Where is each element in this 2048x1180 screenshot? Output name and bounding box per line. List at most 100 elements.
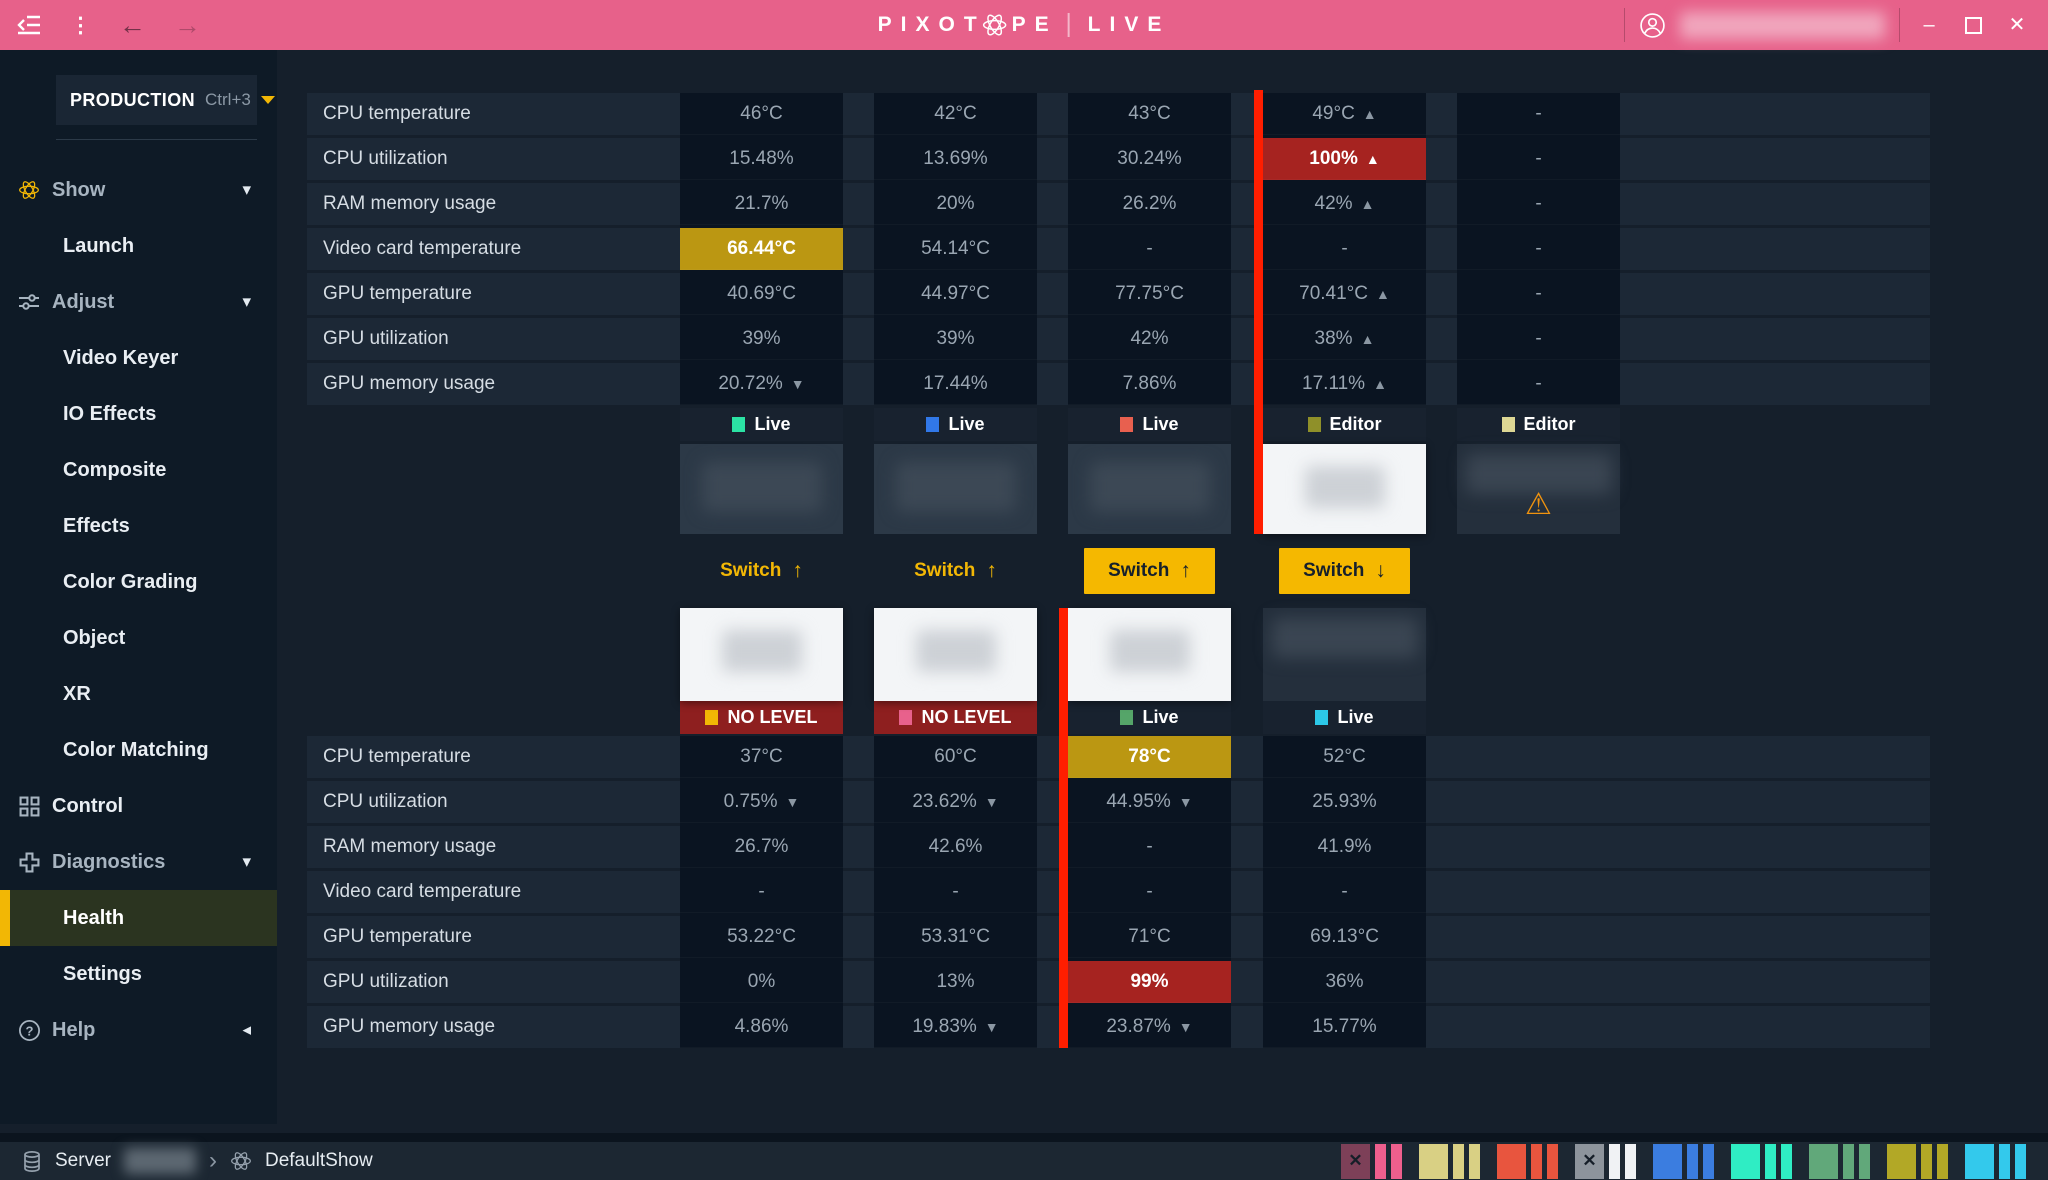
metric-value-cell: 4.86%	[680, 1006, 843, 1048]
metric-value: 25.93%	[1312, 790, 1377, 812]
sidebar-item-label: IO Effects	[63, 402, 157, 425]
close-button[interactable]: ✕	[2008, 14, 2026, 36]
sidebar-item-show[interactable]: Show ▾	[0, 162, 277, 218]
switch-down-button[interactable]: Switch ↓	[1279, 548, 1410, 594]
sidebar-item-xr[interactable]: XR	[0, 666, 277, 722]
metric-value-cell: -	[1457, 93, 1620, 135]
trend-down-icon: ▼	[1178, 1018, 1193, 1035]
sidebar-item-label: Settings	[63, 962, 142, 985]
io-indicator-bar	[1999, 1143, 2010, 1179]
switch-up-button[interactable]: Switch ↑	[1084, 548, 1215, 594]
production-context-dropdown[interactable]: PRODUCTION Ctrl+3	[56, 75, 275, 125]
sidebar-item-diagnostics[interactable]: Diagnostics ▾	[0, 834, 277, 890]
status-color-swatch	[1120, 417, 1134, 432]
switch-up-button[interactable]: Switch ↑	[874, 548, 1037, 594]
metric-value-cell: 78°C	[1068, 736, 1231, 778]
metric-value: 20.72%	[718, 372, 783, 394]
io-indicator-bar	[1375, 1143, 1386, 1179]
metric-value: 42%	[1314, 192, 1353, 214]
switch-button-label: Switch	[1108, 560, 1170, 581]
metric-value: -	[1535, 327, 1542, 349]
machine-name-panel[interactable]	[1263, 608, 1426, 701]
metric-value: 44.95%	[1106, 790, 1171, 812]
sidebar-item-label: XR	[63, 682, 91, 705]
sidebar-item-video-keyer[interactable]: Video Keyer	[0, 330, 277, 386]
collapse-sidebar-icon[interactable]	[16, 14, 42, 36]
sidebar-item-control[interactable]: Control	[0, 778, 277, 834]
metric-value: 19.83%	[912, 1015, 977, 1037]
sidebar-item-object[interactable]: Object	[0, 610, 277, 666]
sidebar-item-io-effects[interactable]: IO Effects	[0, 386, 277, 442]
metric-value: 23.62%	[912, 790, 977, 812]
sidebar-item-health[interactable]: Health	[0, 890, 277, 946]
metric-value-cell: -	[1068, 871, 1231, 913]
trend-down-icon: ▼	[785, 793, 800, 810]
metric-value-cell: 77.75°C	[1068, 273, 1231, 315]
titlebar-right-controls: – ✕	[1624, 8, 2032, 42]
server-breadcrumb[interactable]: Server	[55, 1150, 111, 1171]
metric-value-cell: 46°C	[680, 93, 843, 135]
chevron-down-icon: ▾	[242, 852, 251, 871]
machine-name-redacted	[1089, 462, 1210, 512]
machine-name-panel[interactable]	[680, 608, 843, 701]
trend-down-icon: ▼	[790, 375, 805, 392]
metric-value-cell: -	[874, 871, 1037, 913]
status-color-swatch	[926, 417, 940, 432]
metric-value-cell: 53.31°C	[874, 916, 1037, 958]
sidebar-item-launch[interactable]: Launch	[0, 218, 277, 274]
io-indicator-square	[1419, 1143, 1448, 1179]
metric-value: -	[1146, 880, 1153, 902]
more-menu-icon[interactable]: ⋮	[70, 13, 91, 37]
sidebar-item-composite[interactable]: Composite	[0, 442, 277, 498]
user-account-icon[interactable]	[1639, 12, 1666, 39]
metric-label: GPU memory usage	[323, 373, 496, 394]
sidebar-item-effects[interactable]: Effects	[0, 498, 277, 554]
sidebar-item-help[interactable]: ? Help ◂	[0, 1002, 277, 1058]
io-indicator-group	[1887, 1143, 1948, 1179]
machine-name-panel[interactable]	[874, 608, 1037, 701]
metric-value-cell: 42°C	[874, 93, 1037, 135]
io-indicator-bar	[1703, 1143, 1714, 1179]
status-bar: Server › DefaultShow ✕ ✕	[0, 1133, 2048, 1180]
machine-status-badge: Editor	[1263, 408, 1426, 441]
machine-column: 43°C 30.24% 26.2% - 77.75°C 42% 7.86%	[1068, 93, 1231, 405]
metric-value-cell: -	[1457, 228, 1620, 270]
back-arrow-icon[interactable]: ←	[119, 9, 146, 40]
machine-name-panel[interactable]	[1068, 444, 1231, 534]
io-indicator-group	[1731, 1143, 1792, 1179]
machine-name-panel[interactable]: ⚠	[1457, 444, 1620, 534]
minimize-button[interactable]: –	[1923, 14, 1935, 36]
switch-up-button[interactable]: Switch ↑	[680, 548, 843, 594]
metric-value: 71°C	[1128, 925, 1171, 947]
forward-arrow-icon[interactable]: →	[174, 9, 201, 40]
machine-name-panel[interactable]	[874, 444, 1037, 534]
sidebar-divider	[56, 139, 257, 140]
metric-value-cell: 37°C	[680, 736, 843, 778]
metric-value-cell: 25.93%	[1263, 781, 1426, 823]
metric-value: -	[1535, 102, 1542, 124]
production-shortcut: Ctrl+3	[205, 90, 251, 109]
metric-value-cell: 20.72% ▼	[680, 363, 843, 405]
sidebar-item-adjust[interactable]: Adjust ▾	[0, 274, 277, 330]
metric-value-cell: 42.6%	[874, 826, 1037, 868]
io-indicator-group	[1653, 1143, 1714, 1179]
maximize-button[interactable]	[1958, 16, 1988, 34]
metric-value-cell: 23.62% ▼	[874, 781, 1037, 823]
metric-value: 37°C	[740, 745, 783, 767]
machine-status-badge: NO LEVEL	[680, 701, 843, 734]
metric-label: GPU temperature	[323, 283, 472, 304]
machine-name-panel[interactable]	[1263, 444, 1426, 534]
machine-name-panel[interactable]	[680, 444, 843, 534]
machine-name-panel[interactable]	[1068, 608, 1231, 701]
sidebar-item-color-grading[interactable]: Color Grading	[0, 554, 277, 610]
io-indicator-bar	[1921, 1143, 1932, 1179]
show-breadcrumb[interactable]: DefaultShow	[264, 1150, 373, 1171]
sidebar-item-color-matching[interactable]: Color Matching	[0, 722, 277, 778]
metric-value: 46°C	[740, 102, 783, 124]
io-indicator-bar	[1687, 1143, 1698, 1179]
sidebar-item-settings[interactable]: Settings	[0, 946, 277, 1002]
server-name-redacted	[123, 1148, 196, 1174]
switch-button-label: Switch	[720, 560, 782, 581]
metric-label: CPU temperature	[323, 746, 471, 767]
io-indicator-group	[1809, 1143, 1870, 1179]
